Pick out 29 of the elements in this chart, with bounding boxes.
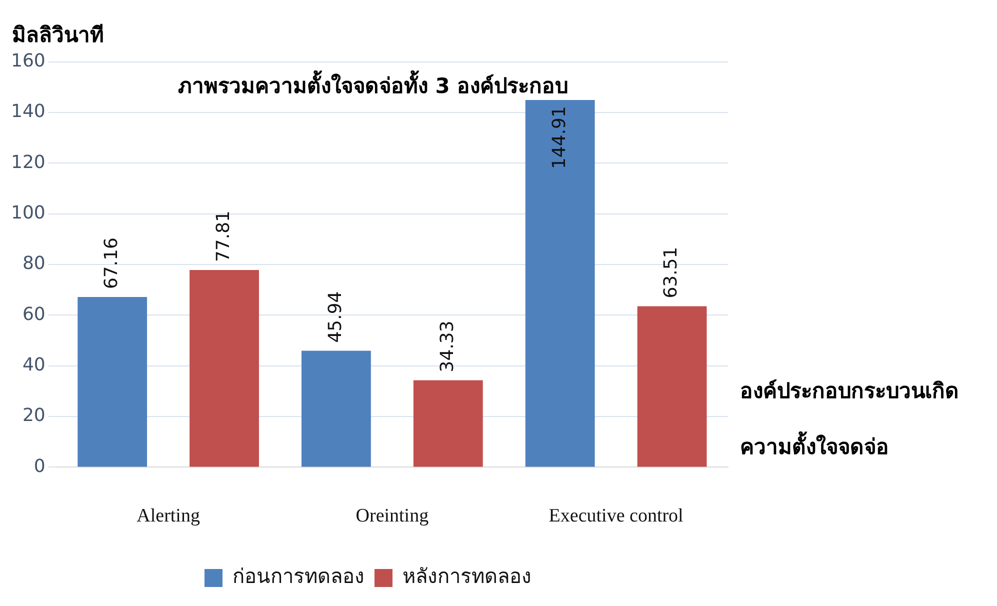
y-tick-label: 0 (34, 456, 46, 477)
y-tick-label: 20 (22, 405, 46, 426)
y-axis-title: มิลลิวินาที (12, 22, 104, 49)
bar (525, 100, 595, 467)
y-tick-label: 80 (22, 253, 46, 274)
data-label: 67.16 (101, 238, 122, 290)
legend-label: หลังการทดลอง (402, 564, 532, 588)
text: องค์ประกอบกระบวนเกิดความตั้งใจจดจ่อ (740, 379, 959, 459)
x-tick-label: Executive control (548, 506, 684, 527)
data-label: 144.91 (548, 106, 570, 170)
data-label: 45.94 (324, 291, 346, 343)
x-tick-label: Oreinting (356, 506, 430, 527)
bar (302, 350, 371, 467)
x-tick-label: Alerting (136, 506, 200, 527)
y-tick-label: 140 (10, 101, 46, 122)
bar (637, 306, 707, 467)
y-tick-label: 100 (10, 202, 46, 224)
data-label: 34.33 (436, 320, 458, 372)
y-tick-label: 60 (22, 304, 46, 325)
y-tick-label: 160 (10, 50, 46, 72)
legend-label: ก่อนการทดลอง (232, 564, 364, 588)
bar (413, 380, 483, 467)
bar (78, 297, 148, 467)
y-tick-label: 40 (22, 354, 46, 376)
bar (190, 270, 259, 467)
data-label: 77.81 (212, 210, 234, 262)
y-tick-label: 120 (10, 152, 46, 173)
data-label: 63.51 (660, 246, 682, 298)
text: ภาพรวมความตั้งใจจดจ่อทั้ง 3 องค์ประกอบ (178, 72, 568, 100)
